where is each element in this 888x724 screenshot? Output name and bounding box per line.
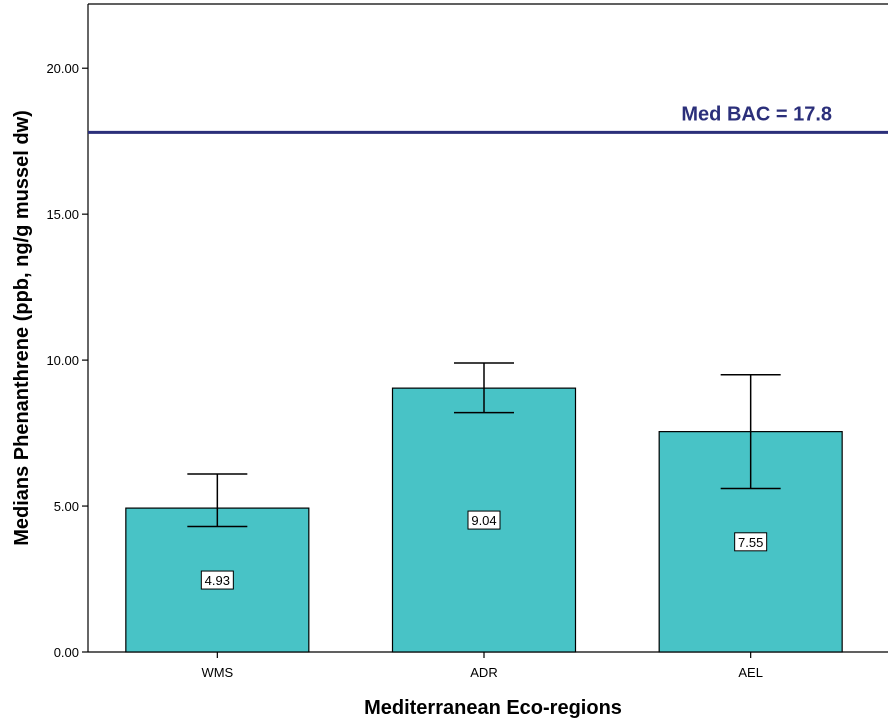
x-ticks: WMS ADR AEL bbox=[201, 652, 763, 680]
y-ticks: 0.00 5.00 10.00 15.00 20.00 bbox=[46, 61, 88, 660]
data-label-adr: 9.04 bbox=[471, 513, 496, 528]
x-axis-title: Mediterranean Eco-regions bbox=[364, 697, 622, 719]
data-label-box bbox=[734, 532, 768, 552]
y-tick-label: 5.00 bbox=[54, 499, 79, 514]
y-tick-label: 0.00 bbox=[54, 645, 79, 660]
bars: 4.93 9.04 7.55 bbox=[125, 362, 843, 653]
data-label-ael: 7.55 bbox=[738, 535, 763, 550]
x-tick-label-ael: AEL bbox=[738, 665, 763, 680]
y-axis-title: Medians Phenanthrene (ppb, ng/g mussel d… bbox=[11, 110, 33, 546]
data-label-box bbox=[200, 570, 234, 590]
reference-line-label: Med BAC = 17.8 bbox=[681, 103, 832, 125]
y-tick-label: 10.00 bbox=[46, 353, 79, 368]
y-tick-label: 20.00 bbox=[46, 61, 79, 76]
y-tick-label: 15.00 bbox=[46, 207, 79, 222]
x-tick-label-wms: WMS bbox=[201, 665, 233, 680]
data-label-wms: 4.93 bbox=[205, 573, 230, 588]
x-tick-label-adr: ADR bbox=[470, 665, 497, 680]
data-label-box bbox=[467, 510, 501, 530]
